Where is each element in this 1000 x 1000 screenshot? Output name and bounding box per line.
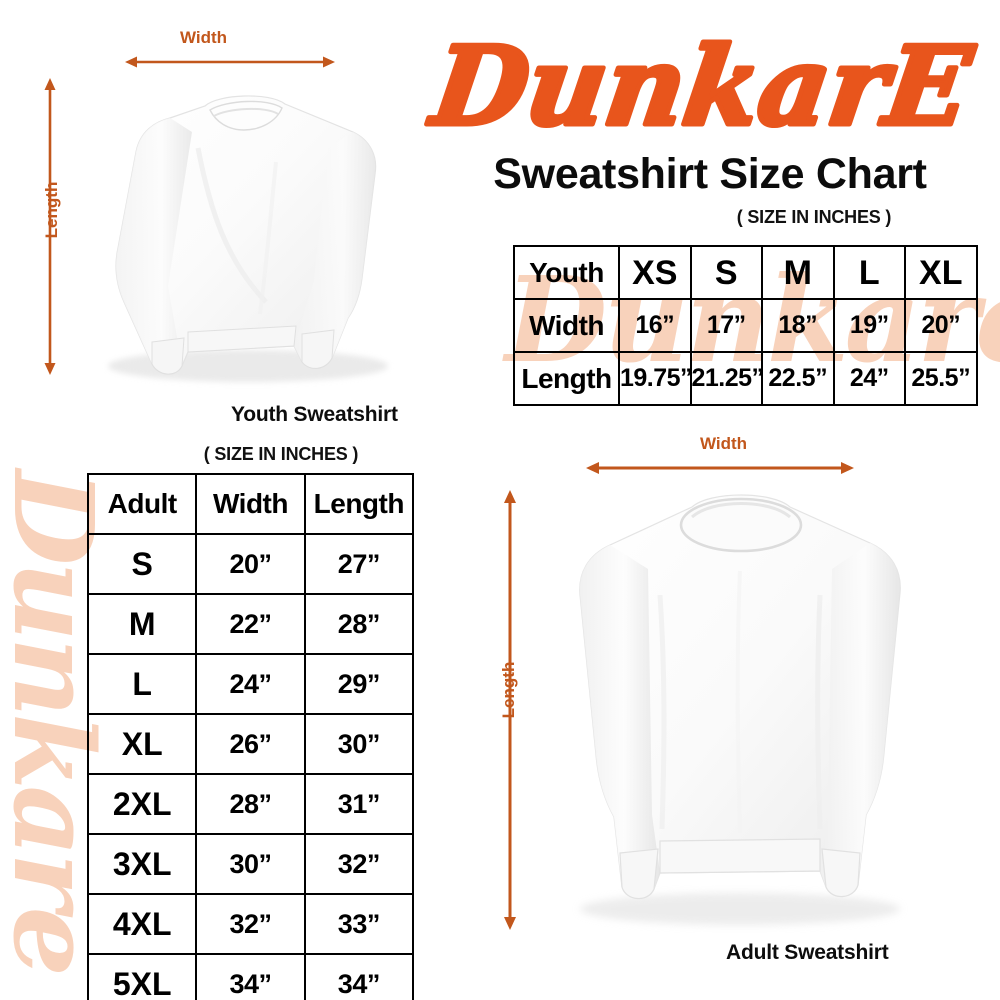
adult-length-2xl: 31” xyxy=(303,773,414,835)
adult-sweatshirt-image xyxy=(540,485,940,935)
adult-length-xl: 30” xyxy=(303,713,414,775)
youth-sweatshirt-caption: Youth Sweatshirt xyxy=(231,403,398,426)
adult-length-l: 29” xyxy=(303,653,414,715)
youth-width-m: 18” xyxy=(761,298,835,353)
adult-size-2xl: 2XL xyxy=(86,773,198,835)
adult-units-note: ( SIZE IN INCHES ) xyxy=(203,444,359,464)
youth-length-label: Length xyxy=(42,181,61,239)
youth-width-s: 17” xyxy=(689,298,763,353)
adult-size-4xl: 4XL xyxy=(86,893,198,955)
adult-width-5xl: 34” xyxy=(195,953,306,1000)
adult-length-m: 28” xyxy=(303,593,414,655)
youth-width-label: Width xyxy=(180,28,228,47)
adult-width-4xl: 32” xyxy=(195,893,306,955)
youth-units-note: ( SIZE IN INCHES ) xyxy=(736,207,892,227)
brand-logo-text: DunkarE xyxy=(423,22,980,149)
youth-row-label-width: Width xyxy=(513,298,620,353)
adult-width-xl: 26” xyxy=(195,713,306,775)
youth-corner-label: Youth xyxy=(513,245,620,300)
youth-length-l: 24” xyxy=(832,351,906,406)
table-row-youth-header: Youth XS S M L XL xyxy=(513,245,978,300)
table-row: 3XL 30” 32” xyxy=(86,833,414,895)
adult-size-table: Adult Width Length S 20” 27” M 22” 28” L… xyxy=(86,473,414,1000)
adult-width-2xl: 28” xyxy=(195,773,306,835)
youth-sweatshirt-image xyxy=(70,70,420,400)
youth-width-xs: 16” xyxy=(618,298,692,353)
adult-size-l: L xyxy=(86,653,198,715)
table-row: L 24” 29” xyxy=(86,653,414,715)
youth-size-m: M xyxy=(761,245,835,300)
adult-length-3xl: 32” xyxy=(303,833,414,895)
youth-size-s: S xyxy=(689,245,763,300)
youth-row-label-length: Length xyxy=(513,351,620,406)
youth-size-table: Youth XS S M L XL Width 16” 17” 18” 19” … xyxy=(513,245,978,406)
youth-length-xs: 19.75” xyxy=(618,351,693,406)
adult-width-l: 24” xyxy=(195,653,306,715)
adult-size-5xl: 5XL xyxy=(86,953,198,1000)
youth-width-l: 19” xyxy=(832,298,906,353)
youth-length-xl: 25.5” xyxy=(904,351,978,406)
table-row: 5XL 34” 34” xyxy=(86,953,414,1000)
adult-length-arrow-icon xyxy=(502,490,518,930)
adult-width-s: 20” xyxy=(195,533,306,595)
adult-width-arrow-icon xyxy=(586,460,854,476)
adult-width-3xl: 30” xyxy=(195,833,306,895)
adult-sweatshirt-caption: Adult Sweatshirt xyxy=(726,941,889,964)
adult-size-3xl: 3XL xyxy=(86,833,198,895)
adult-header-length: Length xyxy=(303,473,414,535)
adult-length-s: 27” xyxy=(303,533,414,595)
adult-width-label: Width xyxy=(700,434,748,453)
adult-length-5xl: 34” xyxy=(303,953,414,1000)
youth-length-m: 22.5” xyxy=(761,351,835,406)
youth-size-l: L xyxy=(832,245,906,300)
table-row: S 20” 27” xyxy=(86,533,414,595)
youth-length-arrow-icon xyxy=(42,78,58,375)
adult-size-xl: XL xyxy=(86,713,198,775)
youth-size-xs: XS xyxy=(618,245,692,300)
adult-width-m: 22” xyxy=(195,593,306,655)
youth-size-xl: XL xyxy=(904,245,978,300)
adult-header-size: Adult xyxy=(86,473,198,535)
adult-header-width: Width xyxy=(195,473,306,535)
page-title: Sweatshirt Size Chart xyxy=(493,150,927,198)
table-row: 2XL 28” 31” xyxy=(86,773,414,835)
table-row: M 22” 28” xyxy=(86,593,414,655)
youth-width-arrow-icon xyxy=(125,54,335,70)
table-row-youth-width: Width 16” 17” 18” 19” 20” xyxy=(513,298,978,353)
adult-length-4xl: 33” xyxy=(303,893,414,955)
table-row-youth-length: Length 19.75” 21.25” 22.5” 24” 25.5” xyxy=(513,351,978,406)
table-row: XL 26” 30” xyxy=(86,713,414,775)
youth-width-xl: 20” xyxy=(904,298,978,353)
brand-logo: DunkarE xyxy=(420,20,988,153)
adult-size-s: S xyxy=(86,533,198,595)
adult-size-m: M xyxy=(86,593,198,655)
table-row: 4XL 32” 33” xyxy=(86,893,414,955)
youth-length-s: 21.25” xyxy=(689,351,764,406)
table-row-adult-header: Adult Width Length xyxy=(86,473,414,535)
adult-length-label: Length xyxy=(499,661,518,719)
